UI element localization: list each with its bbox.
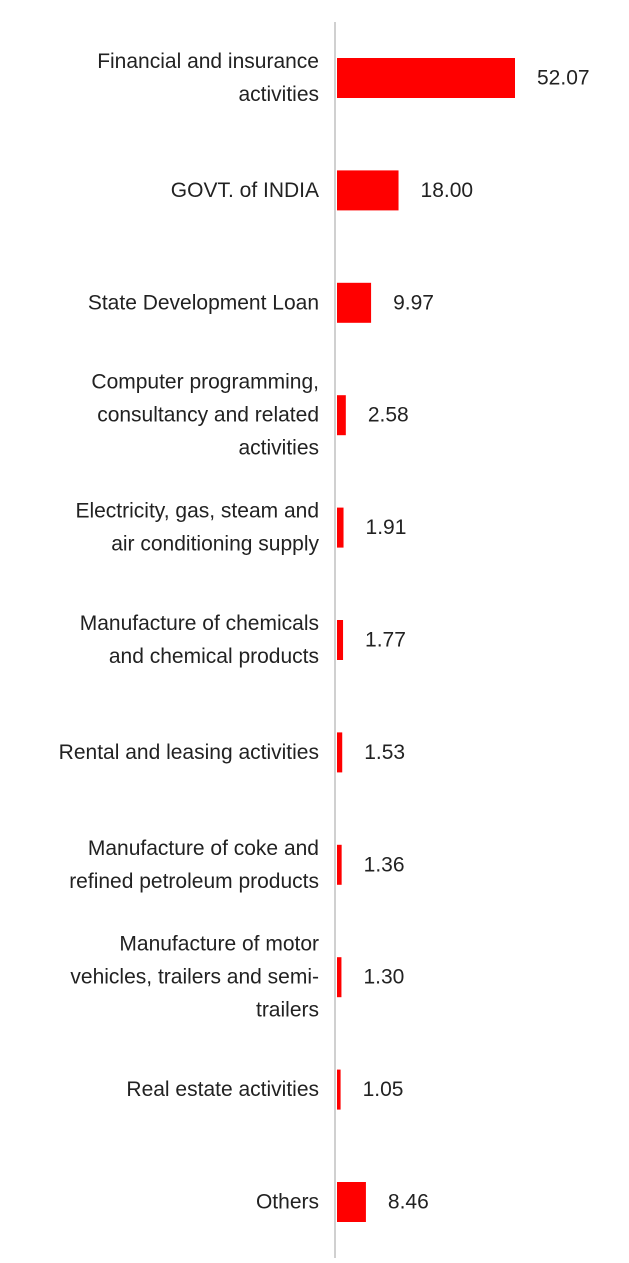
- category-label-financial-and-insurance-activities: Financial and insurance activities: [97, 50, 319, 106]
- value-label-state-development-loan: 9.97: [393, 291, 434, 314]
- value-label-real-estate-activities: 1.05: [363, 1078, 404, 1101]
- value-label-govt-of-india: 18.00: [421, 179, 474, 202]
- category-label-line: Rental and leasing activities: [59, 741, 319, 764]
- category-label-line: consultancy and related: [97, 404, 319, 427]
- bars-layer: [337, 58, 515, 1222]
- bar-financial-and-insurance-activities: [337, 58, 515, 98]
- bar-state-development-loan: [337, 282, 372, 323]
- category-label-others: Others: [256, 1191, 319, 1214]
- value-label-computer-programming-consultancy-and-related-activities: 2.58: [368, 404, 409, 427]
- category-label-line: Real estate activities: [126, 1078, 319, 1101]
- bar-manufacture-of-motor-vehicles-trailers-and-semi-trailers: [337, 957, 342, 998]
- category-label-state-development-loan: State Development Loan: [88, 291, 319, 314]
- category-label-line: Manufacture of coke and: [88, 837, 319, 860]
- category-label-manufacture-of-coke-and-refined-petroleum-products: Manufacture of coke and refined petroleum…: [69, 837, 319, 893]
- bar-others: [337, 1182, 366, 1222]
- category-label-line: refined petroleum products: [69, 870, 319, 893]
- category-label-line: activities: [238, 437, 319, 460]
- bar-electricity-gas-steam-and-air-conditioning-supply: [337, 507, 344, 548]
- category-label-manufacture-of-chemicals-and-chemical-products: Manufacture of chemicals and chemical pro…: [80, 612, 319, 668]
- category-label-line: Others: [256, 1191, 319, 1214]
- value-label-others: 8.46: [388, 1191, 429, 1214]
- category-label-line: air conditioning supply: [111, 533, 319, 556]
- category-label-real-estate-activities: Real estate activities: [126, 1078, 319, 1101]
- bar-computer-programming-consultancy-and-related-activities: [337, 395, 346, 436]
- bar-real-estate-activities: [337, 1069, 341, 1110]
- bar-rental-and-leasing-activities: [337, 732, 343, 773]
- category-label-line: Manufacture of chemicals: [80, 612, 319, 635]
- value-labels-layer: 52.07 18.00 9.97 2.58 1.91 1.77 1.53 1.36 1.30 1.…: [363, 67, 590, 1214]
- value-label-financial-and-insurance-activities: 52.07: [537, 67, 590, 90]
- category-label-line: GOVT. of INDIA: [171, 179, 319, 202]
- category-label-rental-and-leasing-activities: Rental and leasing activities: [59, 741, 319, 764]
- category-label-line: State Development Loan: [88, 291, 319, 314]
- category-label-line: Financial and insurance: [97, 50, 319, 73]
- value-label-manufacture-of-chemicals-and-chemical-products: 1.77: [365, 629, 406, 652]
- value-label-electricity-gas-steam-and-air-conditioning-supply: 1.91: [366, 516, 407, 539]
- category-label-line: vehicles, trailers and semi-: [70, 966, 319, 989]
- value-label-manufacture-of-coke-and-refined-petroleum-products: 1.36: [364, 853, 405, 876]
- value-label-manufacture-of-motor-vehicles-trailers-and-semi-trailers: 1.30: [363, 966, 404, 989]
- category-label-line: activities: [238, 83, 319, 106]
- value-label-rental-and-leasing-activities: 1.53: [364, 741, 405, 764]
- category-label-line: Computer programming,: [91, 371, 319, 394]
- category-label-line: Electricity, gas, steam and: [75, 500, 319, 523]
- category-label-manufacture-of-motor-vehicles-trailers-and-semi-trailers: Manufacture of motor vehicles, trailers a…: [70, 933, 319, 1022]
- category-labels-layer: Financial and insurance activities GOVT. o…: [59, 50, 320, 1214]
- bar-govt-of-india: [337, 170, 399, 211]
- category-label-line: and chemical products: [109, 645, 319, 668]
- category-label-govt-of-india: GOVT. of INDIA: [171, 179, 319, 202]
- category-label-line: Manufacture of motor: [119, 933, 319, 956]
- category-label-line: trailers: [256, 999, 319, 1022]
- category-label-electricity-gas-steam-and-air-conditioning-supply: Electricity, gas, steam and air condition…: [75, 500, 319, 556]
- category-label-computer-programming-consultancy-and-related-activities: Computer programming, consultancy and rel…: [91, 371, 319, 460]
- bar-manufacture-of-chemicals-and-chemical-products: [337, 620, 344, 660]
- bar-manufacture-of-coke-and-refined-petroleum-products: [337, 844, 342, 885]
